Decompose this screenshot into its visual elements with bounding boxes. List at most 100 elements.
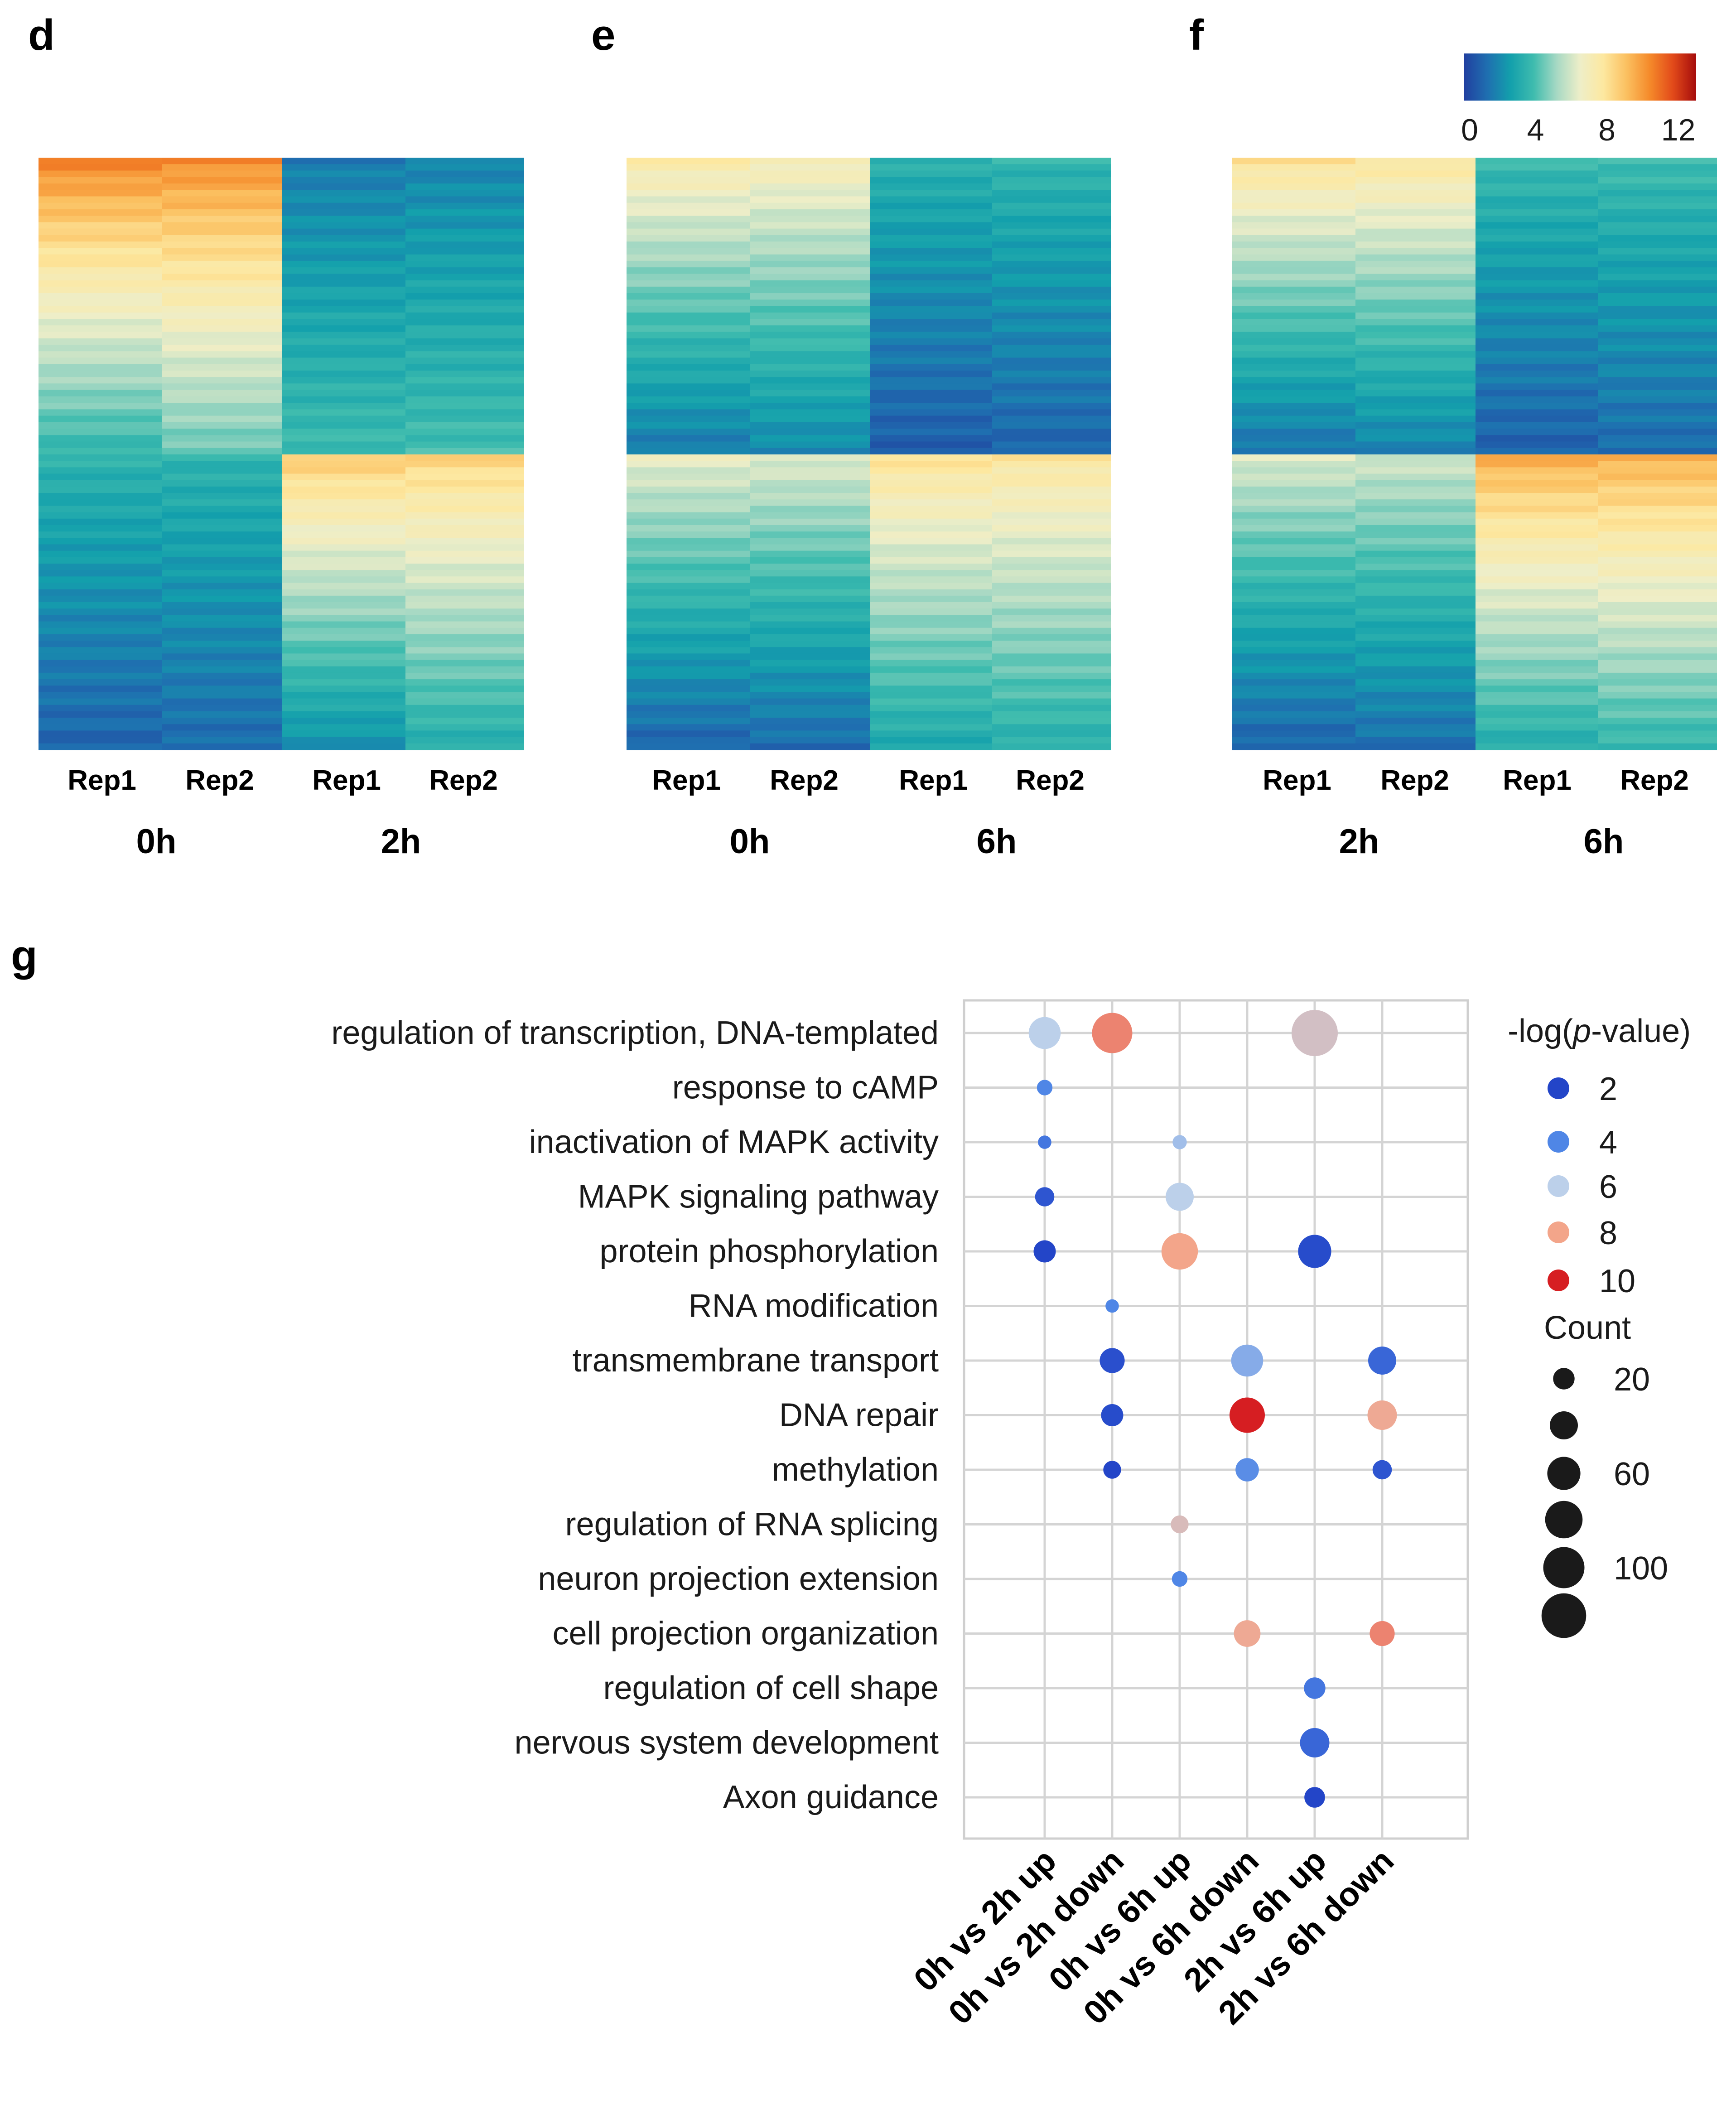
- dot: [1231, 1344, 1263, 1377]
- heatmap-cell: [162, 705, 282, 712]
- heatmap-cell: [162, 467, 282, 474]
- heatmap-cell: [992, 261, 1111, 268]
- heatmap-cell: [1355, 576, 1476, 584]
- heatmap-cell: [750, 228, 870, 236]
- heatmap-cell: [750, 409, 870, 416]
- heatmap-cell: [1232, 403, 1355, 410]
- heatmap-cell: [992, 544, 1111, 551]
- heatmap-cell: [992, 170, 1111, 178]
- heatmap-cell: [39, 274, 162, 281]
- heatmap-cell: [282, 299, 405, 307]
- heatmap-cell: [39, 570, 162, 577]
- heatmap-cell: [405, 550, 524, 558]
- heatmap-cell: [282, 711, 405, 718]
- heatmap-cell: [627, 685, 750, 693]
- heatmap-cell: [992, 183, 1111, 190]
- heatmap-cell: [1232, 170, 1355, 178]
- heatmap-cell: [1232, 190, 1355, 197]
- heatmap-cell: [162, 183, 282, 190]
- heatmap-cell: [162, 383, 282, 391]
- heatmap-cell: [162, 602, 282, 609]
- panel-letter-d: d: [28, 11, 55, 59]
- heatmap-cell: [870, 454, 992, 461]
- heatmap-cell: [627, 525, 750, 532]
- heatmap-cell: [1355, 666, 1476, 673]
- heatmap-cell: [39, 429, 162, 436]
- heatmap-cell: [162, 306, 282, 313]
- heatmap-cell: [162, 222, 282, 229]
- heatmap-cell: [282, 441, 405, 449]
- heatmap-cell: [750, 203, 870, 210]
- heatmap-cell: [627, 196, 750, 203]
- heatmap-cell: [750, 570, 870, 577]
- heatmap-cell: [870, 312, 992, 319]
- heatmap-cell: [39, 518, 162, 526]
- heatmap-cell: [39, 628, 162, 635]
- heatmap-cell: [1232, 377, 1355, 384]
- heatmap-cell: [1598, 435, 1717, 442]
- heatmap-cell: [750, 518, 870, 526]
- heatmap-cell: [1476, 743, 1598, 750]
- heatmap-cell: [39, 164, 162, 171]
- heatmap-cell: [992, 499, 1111, 507]
- heatmap-cell: [282, 435, 405, 442]
- heatmap-cell: [162, 743, 282, 750]
- heatmap-cell: [1355, 724, 1476, 731]
- heatmap-cell: [750, 525, 870, 532]
- heatmap-cell: [39, 525, 162, 532]
- heatmap-cell: [1232, 344, 1355, 352]
- colorbar-tick: 4: [1527, 113, 1544, 147]
- heatmap-cell: [162, 698, 282, 705]
- heatmap-cell: [627, 621, 750, 628]
- heatmap-cell: [162, 390, 282, 397]
- heatmap-cell: [1598, 473, 1717, 481]
- heatmap-cell: [1355, 299, 1476, 307]
- heatmap-cell: [1232, 499, 1355, 507]
- heatmap-cell: [405, 286, 524, 294]
- heatmap-cell: [1355, 730, 1476, 738]
- heatmap-cell: [162, 666, 282, 673]
- heatmap-cell: [1355, 589, 1476, 596]
- heatmap-cell: [39, 235, 162, 242]
- dot: [1172, 1135, 1187, 1149]
- heatmap-cell: [1476, 429, 1598, 436]
- heatmap-cell: [992, 615, 1111, 622]
- heatmap-cell: [39, 743, 162, 750]
- heatmap-cell: [282, 325, 405, 333]
- heatmap-cell: [282, 222, 405, 229]
- heatmap-cell: [162, 621, 282, 628]
- heatmap-cell: [39, 203, 162, 210]
- heatmap-cell: [282, 518, 405, 526]
- heatmap-cell: [992, 705, 1111, 712]
- heatmap-cell: [750, 698, 870, 705]
- heatmap-cell: [750, 557, 870, 564]
- panel-letter-f: f: [1189, 11, 1204, 59]
- dot: [1103, 1461, 1121, 1479]
- heatmap-cell: [39, 653, 162, 661]
- heatmap-cell: [627, 705, 750, 712]
- heatmap-cell: [1355, 216, 1476, 223]
- heatmap-cell: [627, 660, 750, 667]
- heatmap-cell: [162, 647, 282, 654]
- heatmap-cell: [1476, 344, 1598, 352]
- heatmap-cell: [1598, 338, 1717, 345]
- heatmap-cell: [627, 228, 750, 236]
- heatmap-cell: [162, 338, 282, 345]
- heatmap-cell: [992, 435, 1111, 442]
- heatmap-cell: [627, 299, 750, 307]
- heatmap-cell: [1598, 429, 1717, 436]
- heatmap-cell: [870, 628, 992, 635]
- heatmap-cell: [1232, 216, 1355, 223]
- heatmap-cell: [162, 563, 282, 570]
- heatmap-cell: [1355, 241, 1476, 249]
- heatmap-cell: [1598, 499, 1717, 507]
- heatmap-cell: [870, 576, 992, 584]
- heatmap-cell: [1598, 493, 1717, 500]
- heatmap-cell: [1232, 196, 1355, 203]
- heatmap-cell: [405, 429, 524, 436]
- heatmap-cell: [405, 563, 524, 570]
- heatmap-cell: [750, 467, 870, 474]
- heatmap-cell: [870, 216, 992, 223]
- legend-size-label: 20: [1614, 1361, 1650, 1398]
